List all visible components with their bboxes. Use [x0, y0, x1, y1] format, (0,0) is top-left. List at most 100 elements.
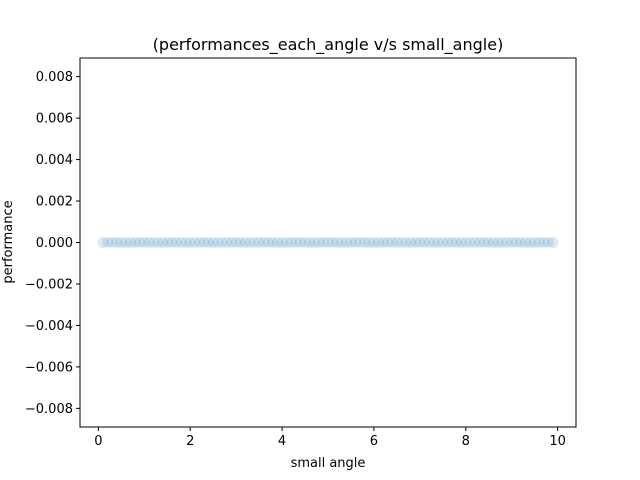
- data-point: [308, 237, 320, 248]
- data-point: [221, 237, 233, 248]
- data-point: [542, 237, 554, 248]
- data-point: [492, 237, 504, 248]
- x-axis-ticks: 0 2 4 6 8 10: [94, 427, 566, 449]
- data-point: [276, 237, 288, 248]
- data-point: [198, 237, 210, 248]
- data-point: [249, 237, 261, 248]
- data-point: [363, 237, 375, 248]
- data-point: [340, 237, 352, 248]
- data-point: [239, 237, 251, 248]
- data-point: [322, 237, 334, 248]
- data-point: [395, 237, 407, 248]
- data-point: [359, 237, 371, 248]
- x-tick-label: 2: [186, 434, 194, 449]
- data-point: [216, 237, 228, 248]
- x-tick-label: 6: [370, 434, 378, 449]
- y-tick-label: 0.000: [36, 236, 73, 251]
- data-point: [244, 237, 256, 248]
- data-point: [317, 237, 329, 248]
- data-point: [533, 237, 545, 248]
- data-point: [538, 237, 550, 248]
- data-point: [354, 237, 366, 248]
- data-point: [271, 237, 283, 248]
- data-point: [437, 237, 449, 248]
- data-point: [460, 237, 472, 248]
- data-point: [455, 237, 467, 248]
- data-point: [147, 237, 159, 248]
- data-point: [506, 237, 518, 248]
- y-tick-label: 0.008: [36, 70, 73, 85]
- data-point: [138, 237, 150, 248]
- data-point: [382, 237, 394, 248]
- data-point: [428, 237, 440, 248]
- data-point: [111, 237, 123, 248]
- data-point: [134, 237, 146, 248]
- data-point: [368, 237, 380, 248]
- data-point: [207, 237, 219, 248]
- data-point: [143, 237, 155, 248]
- data-point: [327, 237, 339, 248]
- data-point: [299, 237, 311, 248]
- data-point: [230, 237, 242, 248]
- data-point: [161, 237, 173, 248]
- data-point: [285, 237, 297, 248]
- data-point: [226, 237, 238, 248]
- y-tick-label: −0.002: [25, 277, 73, 292]
- data-point: [102, 237, 114, 248]
- data-point: [478, 237, 490, 248]
- data-point: [441, 237, 453, 248]
- data-point: [253, 237, 265, 248]
- data-point: [212, 237, 224, 248]
- data-point: [501, 237, 513, 248]
- data-point: [487, 237, 499, 248]
- data-point: [418, 237, 430, 248]
- data-point: [409, 237, 421, 248]
- data-point: [193, 237, 205, 248]
- points-layer: [97, 237, 559, 248]
- data-point: [129, 237, 141, 248]
- y-tick-label: −0.006: [25, 360, 73, 375]
- data-point: [529, 237, 541, 248]
- data-point: [451, 237, 463, 248]
- data-point: [258, 237, 270, 248]
- data-point: [294, 237, 306, 248]
- data-point: [97, 237, 109, 248]
- data-point: [170, 237, 182, 248]
- data-point: [345, 237, 357, 248]
- data-point: [474, 237, 486, 248]
- data-point: [386, 237, 398, 248]
- data-point: [515, 237, 527, 248]
- y-tick-label: −0.004: [25, 319, 73, 334]
- y-axis-label: performance: [1, 200, 16, 283]
- data-point: [304, 237, 316, 248]
- x-axis-label: small angle: [291, 456, 366, 471]
- data-point: [189, 237, 201, 248]
- data-point: [125, 237, 137, 248]
- data-point: [497, 237, 509, 248]
- data-point: [157, 237, 169, 248]
- x-tick-label: 8: [462, 434, 470, 449]
- data-point: [203, 237, 215, 248]
- data-point: [547, 237, 559, 248]
- data-point: [184, 237, 196, 248]
- data-point: [414, 237, 426, 248]
- data-point: [313, 237, 325, 248]
- x-tick-label: 10: [549, 434, 566, 449]
- data-point: [262, 237, 274, 248]
- data-point: [180, 237, 192, 248]
- data-point: [267, 237, 279, 248]
- y-tick-label: −0.008: [25, 402, 73, 417]
- data-point: [432, 237, 444, 248]
- data-point: [464, 237, 476, 248]
- data-point: [106, 237, 118, 248]
- data-point: [120, 237, 132, 248]
- data-point: [483, 237, 495, 248]
- data-point: [400, 237, 412, 248]
- data-point: [166, 237, 178, 248]
- data-point: [391, 237, 403, 248]
- data-point: [377, 237, 389, 248]
- data-point: [235, 237, 247, 248]
- x-tick-label: 0: [94, 434, 102, 449]
- x-tick-label: 4: [278, 434, 286, 449]
